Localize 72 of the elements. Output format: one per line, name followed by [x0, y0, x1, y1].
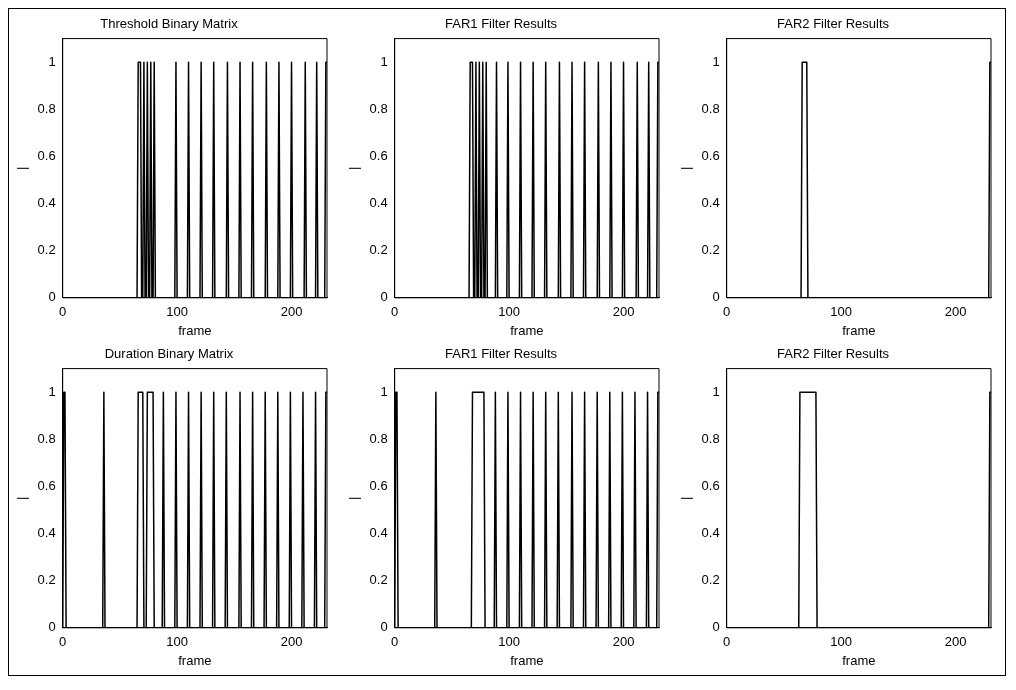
- x-tick-label: 200: [944, 304, 967, 320]
- x-axis-title: frame: [178, 652, 212, 668]
- x-tick-label: 100: [166, 304, 188, 320]
- y-axis-title: |: [678, 496, 694, 500]
- y-tick-label: 0.6: [369, 148, 388, 163]
- y-tick-label: 0: [380, 619, 388, 635]
- x-axis-title: frame: [178, 322, 212, 338]
- x-tick-label: 0: [391, 304, 399, 320]
- y-tick-label: 0: [48, 619, 56, 635]
- x-tick-label: 200: [612, 634, 635, 650]
- chart-title: Threshold Binary Matrix: [100, 16, 239, 32]
- x-axis-title: frame: [842, 652, 876, 668]
- y-tick-label: 0.8: [701, 430, 720, 446]
- y-tick-label: 0.2: [369, 572, 388, 588]
- chart-title: FAR2 Filter Results: [777, 346, 890, 362]
- y-tick-label: 1: [712, 53, 720, 69]
- x-axis-title: frame: [510, 322, 544, 338]
- x-tick-label: 100: [498, 634, 520, 650]
- x-tick-label: 100: [498, 304, 520, 320]
- y-tick-label: 0.2: [37, 572, 56, 588]
- x-tick-label: 200: [612, 304, 635, 320]
- chart-title: FAR1 Filter Results: [445, 16, 558, 32]
- y-tick-label: 0.6: [37, 148, 56, 163]
- x-tick-label: 0: [723, 634, 731, 650]
- x-tick-label: 0: [723, 304, 731, 320]
- y-tick-label: 0.8: [369, 100, 388, 116]
- x-tick-label: 100: [166, 634, 188, 650]
- y-axis-title: |: [14, 496, 30, 500]
- y-tick-label: 0.8: [37, 430, 56, 446]
- chart-title: FAR2 Filter Results: [777, 16, 890, 32]
- y-tick-label: 0.8: [701, 100, 720, 116]
- chart-title: Duration Binary Matrix: [104, 346, 234, 362]
- y-tick-label: 1: [380, 383, 388, 399]
- y-tick-label: 0: [712, 619, 720, 635]
- x-tick-label: 0: [391, 634, 399, 650]
- y-tick-label: 0.2: [701, 242, 720, 258]
- chart-title: FAR1 Filter Results: [445, 346, 558, 362]
- y-tick-label: 0.2: [37, 242, 56, 258]
- y-axis-title: |: [14, 166, 30, 170]
- y-tick-label: 1: [712, 383, 720, 399]
- y-axis-title: |: [678, 166, 694, 170]
- y-tick-label: 0.6: [369, 478, 388, 493]
- y-tick-label: 0.2: [369, 242, 388, 258]
- y-tick-label: 1: [48, 53, 56, 69]
- y-tick-label: 1: [48, 383, 56, 399]
- y-tick-label: 0.6: [701, 478, 720, 493]
- x-tick-label: 0: [59, 304, 67, 320]
- y-tick-label: 0.4: [701, 195, 720, 211]
- y-tick-label: 0.4: [37, 195, 56, 211]
- y-tick-label: 1: [380, 53, 388, 69]
- y-tick-label: 0.4: [37, 525, 56, 541]
- x-tick-label: 100: [830, 634, 852, 650]
- x-tick-label: 200: [280, 304, 303, 320]
- y-tick-label: 0.6: [37, 478, 56, 493]
- y-axis-title: |: [346, 166, 362, 170]
- y-tick-label: 0.2: [701, 572, 720, 588]
- y-tick-label: 0.4: [701, 525, 720, 541]
- x-tick-label: 100: [830, 304, 852, 320]
- y-tick-label: 0.8: [37, 100, 56, 116]
- x-axis-title: frame: [510, 652, 544, 668]
- y-tick-label: 0: [48, 289, 56, 305]
- y-tick-label: 0: [380, 289, 388, 305]
- x-axis-title: frame: [842, 322, 876, 338]
- y-tick-label: 0: [712, 289, 720, 305]
- x-tick-label: 0: [59, 634, 67, 650]
- y-tick-label: 0.4: [369, 525, 388, 541]
- x-tick-label: 200: [280, 634, 303, 650]
- y-tick-label: 0.6: [701, 148, 720, 163]
- x-tick-label: 200: [944, 634, 967, 650]
- y-tick-label: 0.4: [369, 195, 388, 211]
- y-axis-title: |: [346, 496, 362, 500]
- y-tick-label: 0.8: [369, 430, 388, 446]
